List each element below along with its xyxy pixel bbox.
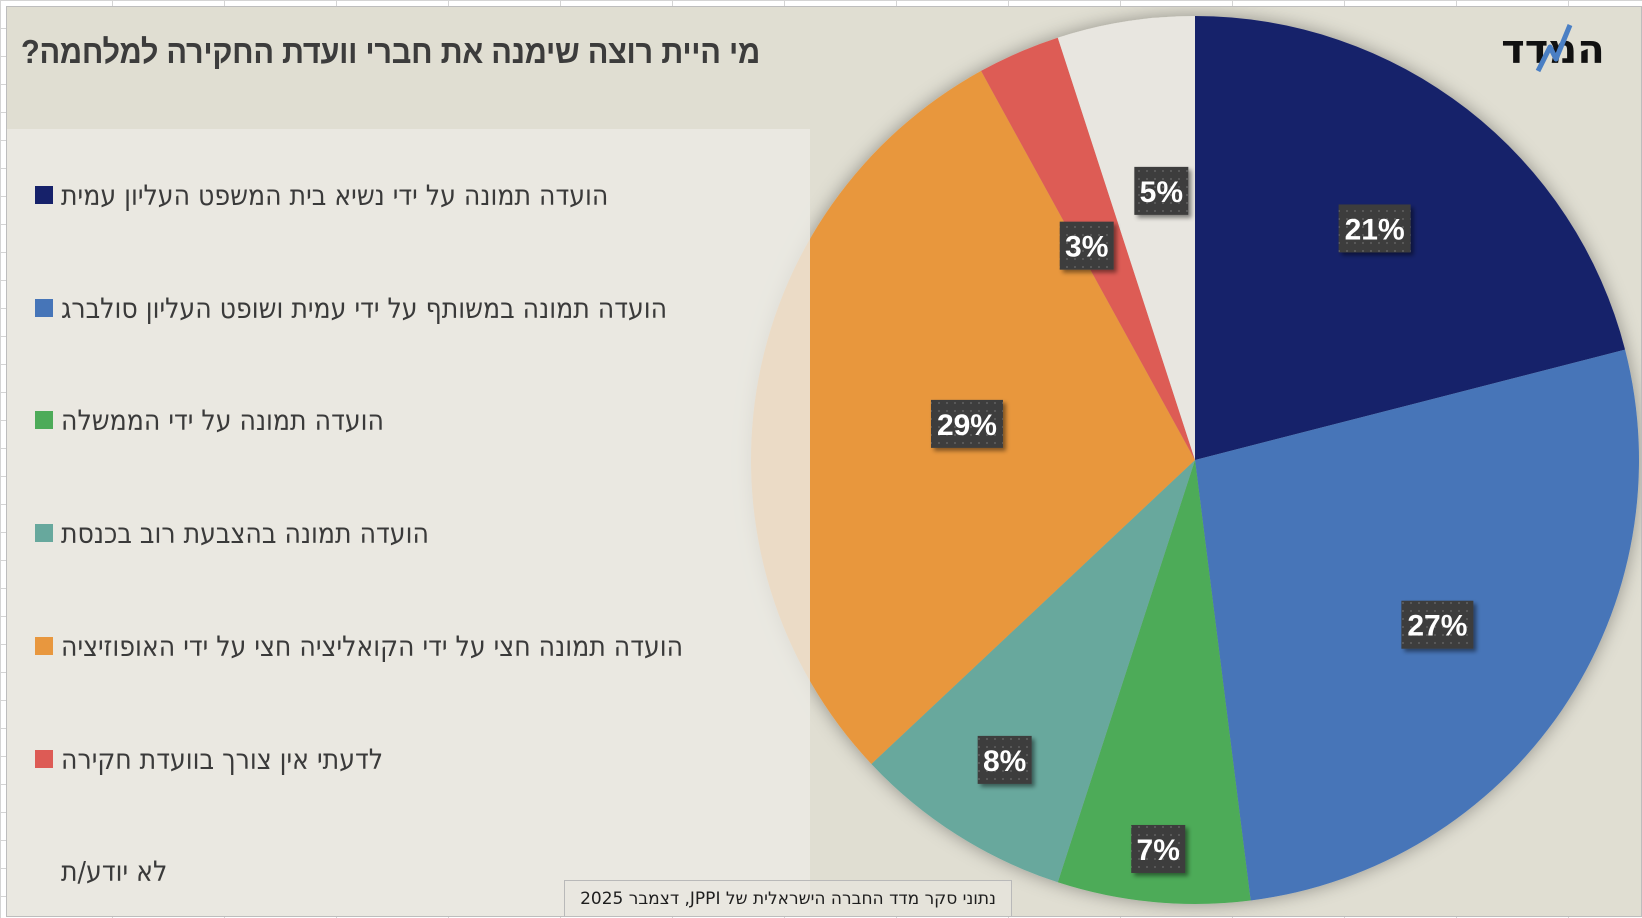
- legend-swatch: [35, 637, 53, 655]
- legend-label: הועדה תמונה על ידי נשיא בית המשפט העליון…: [61, 178, 609, 212]
- source-caption-box: נתוני סקר מדד החברה הישראלית של JPPI, דצ…: [564, 880, 1012, 916]
- data-label-text: 7%: [1137, 834, 1180, 867]
- legend-swatch: [35, 750, 53, 768]
- legend-item[interactable]: לדעתי אין צורך בוועדת חקירה: [35, 741, 419, 777]
- pie-slice[interactable]: [1057, 15, 1195, 460]
- legend-item[interactable]: הועדה תמונה על ידי נשיא בית המשפט העליון…: [35, 177, 669, 213]
- data-label-box: [930, 399, 1003, 448]
- data-label-text: 5%: [1140, 176, 1183, 209]
- source-caption: נתוני סקר מדד החברה הישראלית של JPPI, דצ…: [580, 889, 996, 909]
- legend-item[interactable]: הועדה תמונה במשותף על ידי עמית ושופט העל…: [35, 290, 734, 326]
- hamadad-logo-zigzag-icon: המדד: [1501, 24, 1605, 73]
- legend-item[interactable]: לא יודע/ת: [35, 853, 179, 889]
- data-label: 5%: [1134, 166, 1189, 215]
- pie-slice[interactable]: [1057, 460, 1251, 904]
- pie-slice[interactable]: [871, 460, 1195, 883]
- legend-label: הועדה תמונה במשותף על ידי עמית ושופט העל…: [61, 291, 668, 325]
- legend-swatch: [35, 186, 53, 204]
- legend-label: הועדה תמונה על ידי הממשלה: [61, 403, 384, 437]
- logo-zigzag-icon: [1535, 24, 1573, 73]
- data-label-text: 27%: [1407, 610, 1467, 643]
- data-label: 21%: [1338, 204, 1411, 253]
- data-label-box: [1338, 204, 1411, 253]
- legend-swatch: [35, 411, 53, 429]
- data-label-text: 29%: [937, 409, 997, 442]
- legend-label: לדעתי אין צורך בוועדת חקירה: [61, 742, 384, 776]
- data-label-text: 21%: [1345, 213, 1405, 246]
- legend: הועדה תמונה על ידי נשיא בית המשפט העליון…: [7, 129, 810, 916]
- data-label-box: [1131, 824, 1186, 873]
- chart-title: מי היית רוצה שימנה את חברי וועדת החקירה …: [21, 33, 761, 70]
- legend-label: הועדה תמונה בהצבעת רוב בכנסת: [61, 516, 429, 550]
- data-label-box: [1401, 600, 1474, 649]
- data-label: 8%: [977, 735, 1032, 784]
- legend-swatch: [35, 862, 53, 880]
- data-label-box: [977, 735, 1032, 784]
- legend-label: לא יודע/ת: [61, 854, 168, 888]
- data-label-box: [1059, 221, 1114, 270]
- legend-swatch: [35, 524, 53, 542]
- legend-swatch: [35, 299, 53, 317]
- chart-area: 21% 27% 7% 8% 29% 3% 5% מי היית רוצה שימנה את …: [6, 6, 1642, 917]
- data-label-text: 3%: [1065, 231, 1108, 264]
- legend-item[interactable]: הועדה תמונה בהצבעת רוב בכנסת: [35, 515, 470, 551]
- data-label-text: 8%: [983, 745, 1026, 778]
- legend-label: הועדה תמונה חצי על ידי הקואליציה חצי על …: [61, 629, 684, 663]
- data-label: 29%: [930, 399, 1003, 448]
- data-label: 3%: [1059, 221, 1114, 270]
- data-label-box: [1134, 166, 1189, 215]
- pie-chart: 21% 27% 7% 8% 29% 3% 5%: [751, 15, 1639, 904]
- legend-item[interactable]: הועדה תמונה על ידי הממשלה: [35, 402, 420, 438]
- data-label: 7%: [1131, 824, 1186, 873]
- legend-item[interactable]: הועדה תמונה חצי על ידי הקואליציה חצי על …: [35, 628, 752, 664]
- data-label: 27%: [1401, 600, 1474, 649]
